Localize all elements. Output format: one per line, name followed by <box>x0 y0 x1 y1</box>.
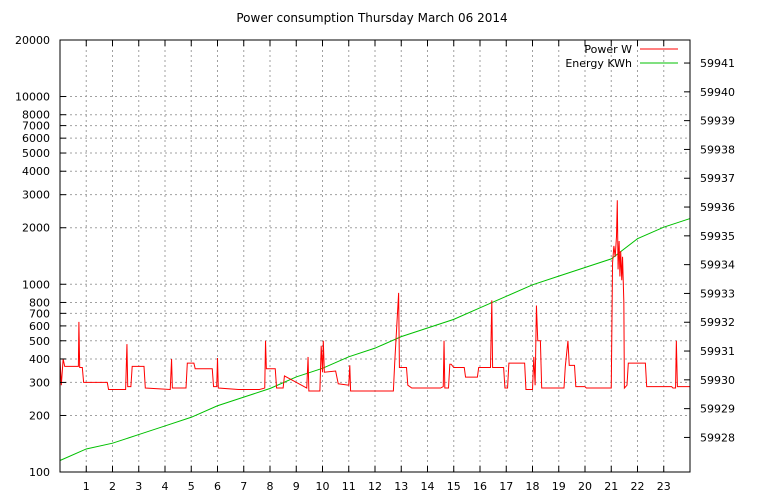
y-left-tick-label: 8000 <box>22 109 50 122</box>
y-right-tick-label: 59936 <box>700 201 735 214</box>
x-tick-label: 7 <box>240 480 247 493</box>
x-tick-label: 16 <box>473 480 487 493</box>
x-tick-label: 1 <box>83 480 90 493</box>
y-right-tick-label: 59935 <box>700 230 735 243</box>
x-tick-label: 9 <box>293 480 300 493</box>
x-tick-label: 23 <box>657 480 671 493</box>
x-tick-label: 15 <box>447 480 461 493</box>
x-tick-label: 14 <box>421 480 435 493</box>
x-tick-label: 20 <box>578 480 592 493</box>
y-left-tick-label: 5000 <box>22 147 50 160</box>
x-tick-label: 12 <box>368 480 382 493</box>
x-tick-label: 22 <box>631 480 645 493</box>
y-right-tick-label: 59938 <box>700 143 735 156</box>
x-tick-label: 4 <box>162 480 169 493</box>
y-right-tick-label: 59932 <box>700 316 735 329</box>
legend-label-power: Power W <box>584 43 632 56</box>
x-tick-label: 5 <box>188 480 195 493</box>
y-left-tick-label: 2000 <box>22 222 50 235</box>
y-right-tick-label: 59939 <box>700 115 735 128</box>
y-right-tick-label: 59930 <box>700 374 735 387</box>
chart-title: Power consumption Thursday March 06 2014 <box>236 11 507 25</box>
y-left-tick-label: 7000 <box>22 120 50 133</box>
x-tick-label: 3 <box>135 480 142 493</box>
energy-kwh-series-line <box>59 218 691 461</box>
x-tick-label: 6 <box>214 480 221 493</box>
y-right-tick-label: 59934 <box>700 259 735 272</box>
y-left-tick-label: 300 <box>29 376 50 389</box>
y-left-tick-label: 1000 <box>22 278 50 291</box>
y-right-tick-label: 59928 <box>700 431 735 444</box>
y-left-tick-label: 10000 <box>15 91 50 104</box>
y-left-tick-label: 4000 <box>22 165 50 178</box>
x-tick-label: 10 <box>316 480 330 493</box>
grid <box>60 40 690 472</box>
legend: Power W Energy KWh <box>565 43 678 70</box>
x-tick-label: 11 <box>342 480 356 493</box>
x-tick-label: 19 <box>552 480 566 493</box>
y-left-tick-label: 100 <box>29 466 50 479</box>
x-tick-label: 8 <box>267 480 274 493</box>
y-left-tick-label: 3000 <box>22 189 50 202</box>
y-left-tick-label: 200 <box>29 409 50 422</box>
y-right-tick-label: 59937 <box>700 172 735 185</box>
y-right-tick-label: 59940 <box>700 86 735 99</box>
x-tick-label: 13 <box>394 480 408 493</box>
y-left-tick-label: 600 <box>29 320 50 333</box>
x-tick-label: 18 <box>526 480 540 493</box>
y-left-tick-label: 20000 <box>15 34 50 47</box>
series-layer <box>59 200 691 461</box>
x-tick-label: 2 <box>109 480 116 493</box>
y-left-tick-label: 500 <box>29 335 50 348</box>
axis-ticks: 1 2 3 4 5 6 7 8 9 10 11 12 13 14 15 16 17 18 19 20 21 22 23100… <box>15 34 735 493</box>
y-right-tick-label: 59941 <box>700 57 735 70</box>
x-tick-label: 21 <box>604 480 618 493</box>
power-w-series-line <box>59 200 690 392</box>
y-right-tick-label: 59931 <box>700 345 735 358</box>
y-right-tick-label: 59933 <box>700 287 735 300</box>
y-left-tick-label: 700 <box>29 307 50 320</box>
y-right-tick-label: 59929 <box>700 403 735 416</box>
y-left-tick-label: 6000 <box>22 132 50 145</box>
y-left-tick-label: 800 <box>29 296 50 309</box>
x-tick-label: 17 <box>499 480 513 493</box>
legend-label-energy: Energy KWh <box>565 57 632 70</box>
y-left-tick-label: 400 <box>29 353 50 366</box>
